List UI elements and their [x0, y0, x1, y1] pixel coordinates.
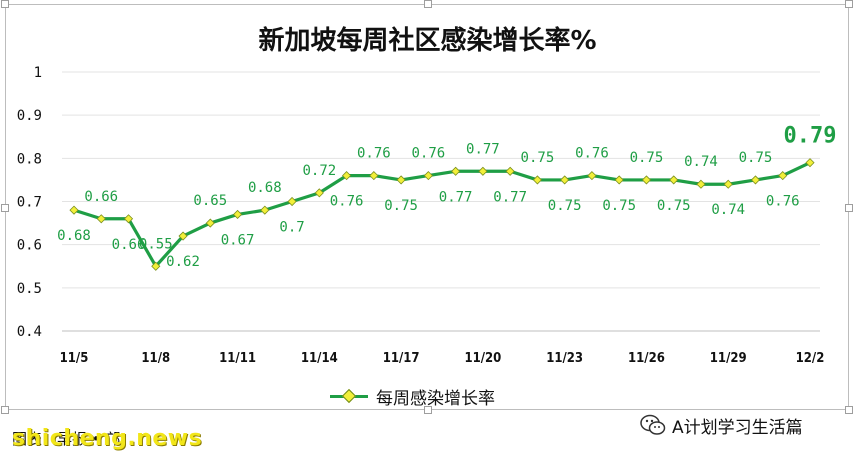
resize-handle-bottom[interactable]	[424, 406, 432, 414]
data-point	[696, 179, 706, 189]
data-label: 0.77	[439, 189, 473, 205]
source-credit: 图表：早报 • 邝	[12, 430, 121, 448]
data-label: 0.79	[784, 124, 837, 149]
data-point	[205, 218, 215, 228]
data-point	[750, 175, 761, 185]
data-label: 0.66	[112, 237, 146, 253]
data-point	[423, 171, 433, 181]
data-label: 0.76	[357, 146, 391, 162]
data-point	[614, 175, 624, 185]
data-point	[451, 166, 461, 176]
data-label: 0.66	[84, 189, 118, 205]
resize-handle-bottom-left[interactable]	[1, 406, 9, 414]
x-tick-label: 11/5	[60, 351, 89, 366]
data-label: 0.75	[739, 150, 773, 166]
data-label: 0.68	[57, 228, 91, 244]
data-label: 0.76	[412, 146, 446, 162]
data-label: 0.74	[684, 154, 718, 170]
data-point	[560, 175, 570, 185]
x-tick-label: 11/14	[301, 351, 338, 366]
resize-handle-top[interactable]	[424, 0, 432, 8]
data-point	[69, 205, 79, 215]
data-label: 0.77	[466, 141, 500, 157]
data-label: 0.75	[521, 150, 555, 166]
data-point	[723, 179, 733, 189]
data-point	[587, 171, 597, 181]
legend[interactable]: 每周感染增长率	[330, 384, 495, 409]
data-label: 0.75	[384, 198, 418, 214]
resize-handle-top-left[interactable]	[1, 0, 9, 8]
wechat-icon	[640, 414, 666, 435]
data-label: 0.68	[248, 180, 282, 196]
account-name: A计划学习生活篇	[672, 417, 803, 438]
data-point	[396, 175, 406, 185]
data-point	[532, 175, 542, 185]
data-point	[505, 166, 515, 176]
x-tick-label: 11/26	[628, 351, 665, 366]
data-label: 0.72	[302, 163, 336, 179]
y-tick-label: 0.4	[17, 324, 42, 340]
data-label: 0.76	[575, 146, 609, 162]
x-tick-label: 11/8	[141, 351, 170, 366]
x-tick-label: 12/2	[796, 351, 825, 366]
data-label: 0.65	[193, 193, 227, 209]
data-label: 0.74	[711, 202, 745, 218]
x-tick-label: 11/20	[464, 351, 501, 366]
y-tick-label: 0.8	[17, 151, 42, 167]
account-tag: A计划学习生活篇	[640, 412, 803, 438]
data-point	[314, 188, 324, 198]
data-point	[778, 171, 788, 181]
y-tick-label: 0.6	[17, 238, 42, 254]
data-label: 0.76	[330, 194, 364, 210]
data-label: 0.75	[548, 198, 582, 214]
y-tick-label: 0.9	[17, 108, 42, 124]
data-point	[178, 231, 188, 241]
x-tick-label: 11/23	[546, 351, 583, 366]
data-point	[478, 166, 488, 176]
resize-handle-bottom-right[interactable]	[845, 406, 853, 414]
data-point	[123, 214, 134, 224]
data-point	[96, 214, 106, 224]
data-point	[260, 205, 270, 215]
data-label: 0.75	[602, 198, 636, 214]
y-tick-label: 1	[34, 65, 42, 81]
data-label: 0.67	[221, 232, 255, 248]
legend-label: 每周感染增长率	[376, 388, 495, 409]
data-point	[342, 171, 352, 181]
resize-handle-top-right[interactable]	[845, 0, 853, 8]
resize-handle-right[interactable]	[845, 204, 853, 212]
data-point	[232, 209, 243, 220]
chart-title: 新加坡每周社区感染增长率%	[258, 26, 597, 56]
x-tick-label: 11/17	[383, 351, 420, 366]
y-tick-label: 0.5	[17, 281, 42, 297]
data-label: 0.76	[766, 194, 800, 210]
data-point	[151, 261, 161, 271]
data-label: 0.75	[630, 150, 664, 166]
data-label: 0.55	[139, 236, 173, 252]
y-tick-label: 0.7	[17, 195, 42, 211]
data-label: 0.7	[279, 220, 304, 236]
data-label: 0.77	[493, 189, 527, 205]
data-label: 0.62	[166, 254, 200, 270]
site-watermark: shicheng.news	[12, 426, 203, 451]
x-tick-label: 11/11	[219, 351, 256, 366]
chart-frame	[1, 0, 853, 414]
legend-swatch-icon	[330, 388, 368, 404]
data-point	[369, 171, 379, 181]
data-point	[805, 158, 815, 168]
data-label: 0.75	[657, 198, 691, 214]
data-point	[287, 196, 297, 207]
resize-handle-left[interactable]	[1, 204, 9, 212]
data-point	[669, 175, 679, 185]
series-line	[73, 161, 811, 268]
data-point	[641, 175, 652, 185]
x-tick-label: 11/29	[710, 351, 747, 366]
